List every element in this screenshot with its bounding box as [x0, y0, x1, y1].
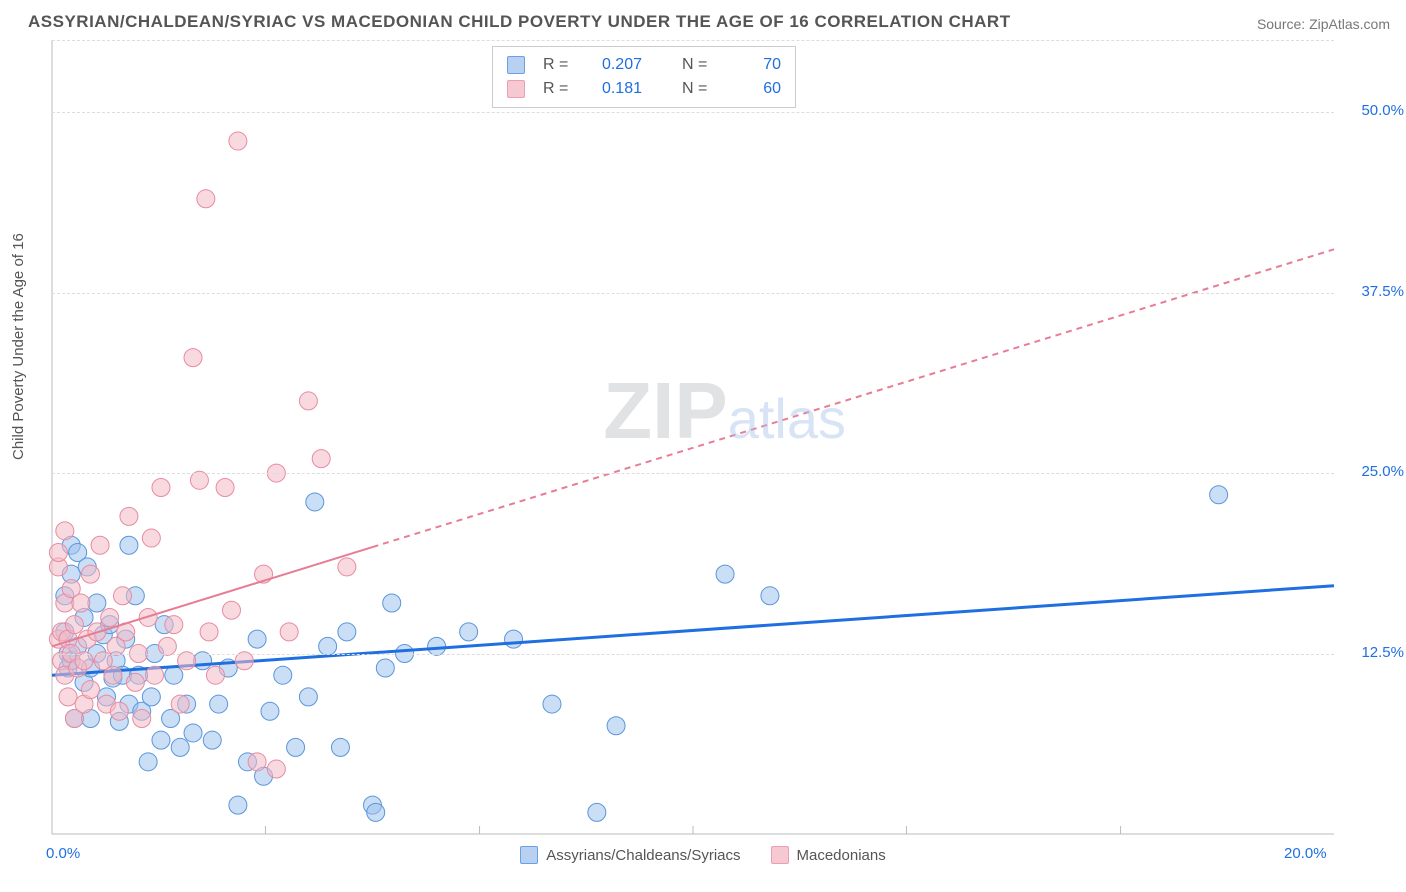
scatter-point	[761, 587, 779, 605]
scatter-point	[306, 493, 324, 511]
legend-swatch	[520, 846, 538, 864]
scatter-point	[184, 349, 202, 367]
scatter-point	[331, 738, 349, 756]
legend-row: R =0.207N =70	[507, 53, 781, 77]
scatter-point	[152, 479, 170, 497]
scatter-point	[184, 724, 202, 742]
scatter-point	[133, 710, 151, 728]
scatter-point	[460, 623, 478, 641]
scatter-point	[274, 666, 292, 684]
scatter-point	[126, 673, 144, 691]
scatter-point	[299, 392, 317, 410]
scatter-point	[216, 479, 234, 497]
source-label: Source: ZipAtlas.com	[1257, 16, 1390, 32]
scatter-point	[171, 695, 189, 713]
scatter-point	[543, 695, 561, 713]
scatter-point	[152, 731, 170, 749]
scatter-point	[287, 738, 305, 756]
scatter-point	[120, 507, 138, 525]
scatter-point	[146, 666, 164, 684]
scatter-point	[229, 132, 247, 150]
scatter-point	[505, 630, 523, 648]
legend-row: R =0.181N =60	[507, 77, 781, 101]
scatter-point	[91, 536, 109, 554]
scatter-point	[248, 630, 266, 648]
scatter-point	[261, 702, 279, 720]
legend-label: Macedonians	[797, 847, 886, 864]
scatter-point	[72, 594, 90, 612]
scatter-point	[171, 738, 189, 756]
y-axis-label: Child Poverty Under the Age of 16	[10, 233, 27, 460]
scatter-point	[203, 731, 221, 749]
y-tick-label: 37.5%	[1361, 283, 1404, 300]
scatter-point	[299, 688, 317, 706]
legend-swatch	[771, 846, 789, 864]
correlation-legend: R =0.207N =70R =0.181N =60	[492, 46, 796, 108]
chart-title: ASSYRIAN/CHALDEAN/SYRIAC VS MACEDONIAN C…	[28, 12, 1011, 32]
scatter-point	[200, 623, 218, 641]
scatter-point	[165, 616, 183, 634]
bottom-legend-item: Macedonians	[771, 846, 886, 864]
scatter-point	[367, 803, 385, 821]
scatter-point	[114, 587, 132, 605]
scatter-point	[197, 190, 215, 208]
scatter-point	[222, 601, 240, 619]
scatter-point	[312, 450, 330, 468]
scatter-point	[139, 753, 157, 771]
scatter-point	[248, 753, 266, 771]
scatter-point	[1210, 486, 1228, 504]
scatter-point	[49, 543, 67, 561]
scatter-point	[206, 666, 224, 684]
series-legend: Assyrians/Chaldeans/Syriacs Macedonians	[0, 846, 1406, 864]
scatter-point	[59, 688, 77, 706]
legend-swatch	[507, 80, 525, 98]
y-tick-label: 12.5%	[1361, 644, 1404, 661]
scatter-point	[120, 536, 138, 554]
scatter-point	[81, 681, 99, 699]
scatter-point	[110, 702, 128, 720]
y-tick-label: 25.0%	[1361, 463, 1404, 480]
scatter-point	[101, 608, 119, 626]
scatter-point	[376, 659, 394, 677]
plot-area: 12.5%25.0%37.5%50.0% 0.0%20.0% ZIPatlas …	[52, 40, 1334, 834]
bottom-legend-item: Assyrians/Chaldeans/Syriacs	[520, 846, 740, 864]
scatter-point	[142, 529, 160, 547]
trend-line-dashed	[373, 249, 1335, 547]
scatter-point	[104, 666, 122, 684]
scatter-point	[338, 623, 356, 641]
scatter-point	[65, 616, 83, 634]
scatter-point	[280, 623, 298, 641]
scatter-point	[588, 803, 606, 821]
y-tick-label: 50.0%	[1361, 102, 1404, 119]
legend-swatch	[507, 56, 525, 74]
scatter-point	[383, 594, 401, 612]
scatter-point	[229, 796, 247, 814]
scatter-point	[142, 688, 160, 706]
scatter-point	[716, 565, 734, 583]
scatter-point	[210, 695, 228, 713]
scatter-point	[88, 594, 106, 612]
scatter-point	[267, 760, 285, 778]
scatter-point	[56, 522, 74, 540]
legend-label: Assyrians/Chaldeans/Syriacs	[546, 847, 740, 864]
scatter-point	[81, 565, 99, 583]
scatter-point	[607, 717, 625, 735]
scatter-point	[165, 666, 183, 684]
plot-svg	[52, 40, 1334, 834]
scatter-point	[338, 558, 356, 576]
